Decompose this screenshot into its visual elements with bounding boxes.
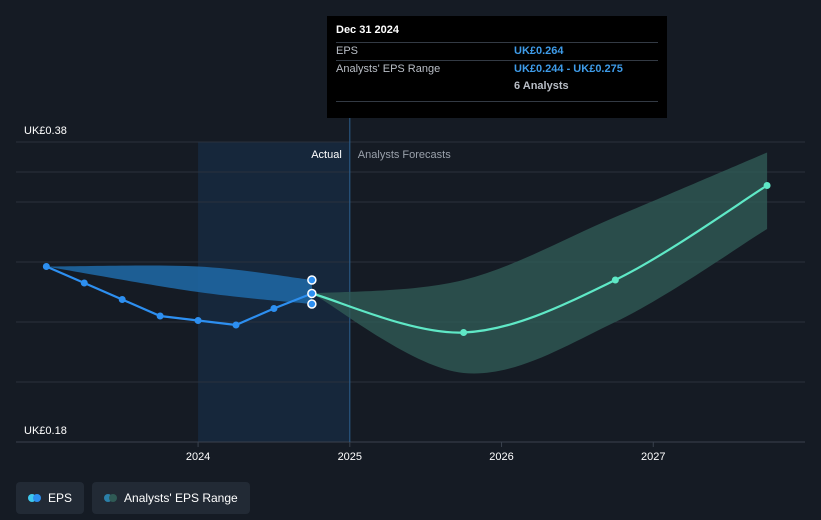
tooltip-row-range: Analysts' EPS Range UK£0.244 - UK£0.275 bbox=[336, 60, 658, 78]
tooltip-row-eps: EPS UK£0.264 bbox=[336, 42, 658, 60]
tooltip-eps-label: EPS bbox=[336, 45, 359, 57]
eps-actual-point bbox=[270, 305, 278, 312]
highlight-point bbox=[307, 275, 317, 285]
eps-actual-point bbox=[232, 321, 240, 329]
tooltip-divider bbox=[336, 101, 658, 102]
tooltip-row-analysts: 6 Analysts bbox=[336, 78, 658, 95]
eps-actual-point bbox=[118, 296, 126, 303]
tooltip-analysts-count: 6 Analysts bbox=[514, 80, 569, 92]
actual-zone-label: Actual bbox=[311, 149, 342, 161]
eps-forecast-point bbox=[763, 182, 771, 189]
tooltip-date: Dec 31 2024 bbox=[336, 24, 399, 36]
legend-range-label: Analysts' EPS Range bbox=[124, 491, 238, 505]
eps-actual-line bbox=[45, 265, 313, 327]
y-axis-bottom-label: UK£0.18 bbox=[24, 425, 67, 437]
eps-actual-point bbox=[194, 317, 202, 324]
highlight-point bbox=[307, 299, 317, 309]
chart-tooltip: Dec 31 2024 EPS UK£0.264 Analysts' EPS R… bbox=[327, 16, 667, 118]
range-legend-icon bbox=[104, 494, 118, 502]
y-axis-top-label: UK£0.38 bbox=[24, 125, 67, 137]
legend-eps-toggle[interactable]: EPS bbox=[16, 482, 85, 514]
legend-eps-label: EPS bbox=[48, 491, 73, 505]
chart-legend: EPS Analysts' EPS Range bbox=[16, 482, 250, 514]
tooltip-range-value: UK£0.244 - UK£0.275 bbox=[514, 63, 623, 75]
legend-range-toggle[interactable]: Analysts' EPS Range bbox=[92, 482, 250, 514]
eps-forecast-line bbox=[311, 184, 768, 334]
x-tick-label: 2024 bbox=[186, 451, 210, 463]
eps-forecast-point bbox=[460, 329, 468, 336]
x-tick-label: 2025 bbox=[338, 451, 362, 463]
forecast-zone-label: Analysts Forecasts bbox=[358, 149, 451, 161]
eps-range-forecast-area bbox=[311, 152, 768, 374]
x-tick-label: 2027 bbox=[641, 451, 665, 463]
eps-actual-point bbox=[156, 312, 164, 320]
eps-legend-icon bbox=[28, 494, 42, 502]
highlight-point bbox=[307, 288, 317, 299]
eps-forecast-point bbox=[611, 276, 619, 284]
eps-actual-point bbox=[80, 279, 88, 287]
tooltip-eps-value: UK£0.264 bbox=[514, 45, 564, 57]
eps-actual-point bbox=[42, 263, 50, 270]
eps-chart: UK£0.38 UK£0.18 2024 2025 2026 2027 Actual Anal… bbox=[16, 118, 805, 463]
x-tick-label: 2026 bbox=[489, 451, 513, 463]
eps-range-actual-area bbox=[46, 265, 312, 304]
tooltip-range-label: Analysts' EPS Range bbox=[336, 63, 441, 75]
